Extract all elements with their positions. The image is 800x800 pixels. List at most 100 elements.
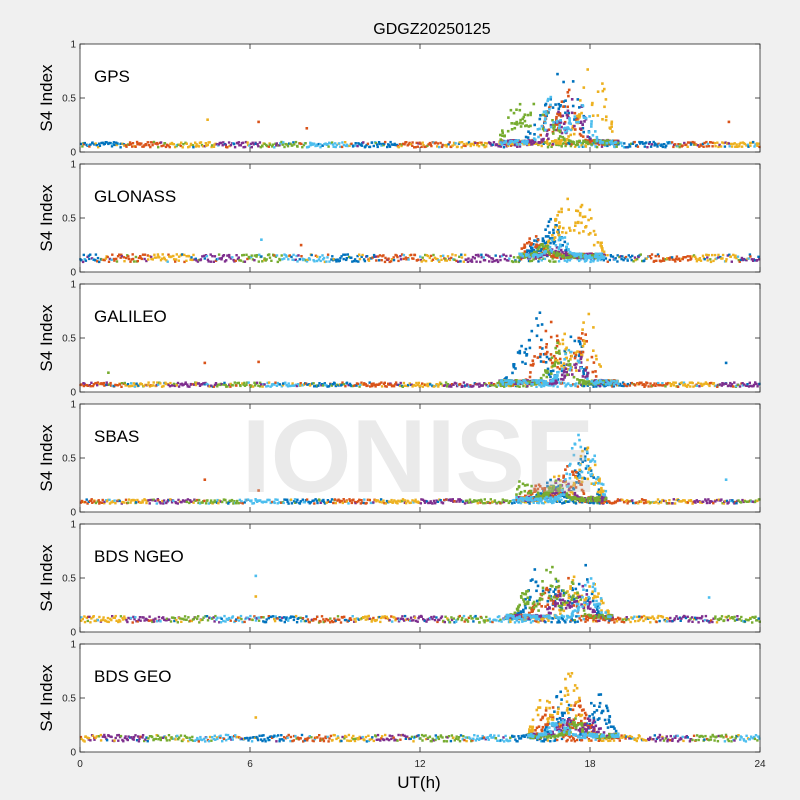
data-point bbox=[574, 252, 578, 256]
data-point bbox=[396, 502, 399, 505]
data-point bbox=[578, 379, 581, 382]
data-point bbox=[598, 494, 602, 497]
data-point bbox=[451, 498, 454, 501]
data-point bbox=[205, 144, 208, 147]
data-point bbox=[549, 375, 552, 379]
data-point bbox=[653, 144, 656, 147]
data-point bbox=[509, 384, 512, 388]
data-point bbox=[91, 501, 94, 504]
data-point bbox=[314, 144, 317, 148]
data-point bbox=[378, 382, 381, 385]
data-point bbox=[250, 255, 253, 259]
data-point bbox=[567, 348, 571, 352]
data-point bbox=[509, 144, 513, 147]
data-point bbox=[476, 143, 479, 147]
data-point bbox=[544, 369, 547, 372]
data-point bbox=[152, 620, 156, 623]
data-point bbox=[551, 123, 555, 127]
data-point bbox=[587, 458, 590, 461]
data-point bbox=[623, 142, 626, 145]
data-point bbox=[518, 351, 522, 355]
data-point bbox=[635, 501, 638, 504]
data-point bbox=[643, 259, 646, 262]
data-point bbox=[127, 616, 130, 620]
data-point bbox=[530, 242, 533, 245]
data-point bbox=[359, 502, 362, 505]
data-point bbox=[309, 144, 312, 147]
data-point bbox=[557, 120, 561, 123]
data-point bbox=[560, 131, 564, 135]
data-point bbox=[584, 226, 587, 229]
data-point bbox=[224, 143, 227, 146]
data-point bbox=[589, 469, 593, 472]
data-point bbox=[195, 381, 198, 384]
data-point bbox=[330, 384, 333, 387]
data-point bbox=[159, 502, 162, 505]
data-point bbox=[615, 379, 619, 383]
data-point bbox=[198, 502, 202, 505]
data-point bbox=[552, 140, 555, 143]
data-point bbox=[192, 253, 195, 257]
data-point bbox=[187, 146, 190, 149]
data-point bbox=[743, 500, 747, 503]
data-point bbox=[579, 445, 583, 449]
data-point bbox=[758, 258, 761, 261]
data-point bbox=[226, 385, 229, 388]
data-point bbox=[578, 214, 582, 217]
data-point bbox=[157, 499, 160, 502]
data-point bbox=[399, 255, 402, 258]
data-point bbox=[575, 495, 578, 498]
data-point bbox=[522, 142, 526, 145]
data-point bbox=[600, 141, 604, 144]
data-point bbox=[378, 254, 382, 257]
data-point bbox=[705, 140, 708, 144]
data-point bbox=[671, 258, 674, 261]
data-point bbox=[567, 115, 570, 119]
data-point bbox=[251, 502, 254, 505]
data-point bbox=[557, 143, 561, 147]
data-point bbox=[567, 359, 570, 363]
data-point bbox=[173, 619, 176, 623]
data-point bbox=[548, 496, 551, 500]
data-point bbox=[674, 381, 677, 384]
data-point bbox=[402, 257, 405, 261]
data-point bbox=[584, 145, 588, 148]
y-tick-label: 1 bbox=[70, 280, 76, 291]
data-point bbox=[524, 501, 528, 504]
data-point bbox=[460, 384, 464, 388]
data-point bbox=[545, 498, 548, 502]
data-point bbox=[501, 129, 504, 132]
data-point bbox=[458, 500, 461, 503]
data-point bbox=[159, 620, 162, 623]
data-point bbox=[177, 259, 180, 262]
data-point bbox=[733, 256, 737, 259]
data-point bbox=[429, 500, 432, 503]
data-point bbox=[375, 383, 378, 386]
data-point bbox=[282, 382, 285, 385]
data-point bbox=[664, 499, 667, 503]
data-point bbox=[736, 255, 740, 258]
data-point bbox=[112, 141, 116, 144]
data-point bbox=[692, 385, 695, 388]
data-point bbox=[132, 260, 136, 263]
data-point bbox=[571, 470, 575, 474]
data-point bbox=[722, 502, 726, 505]
data-point bbox=[427, 143, 430, 146]
data-point bbox=[284, 381, 287, 384]
data-point bbox=[254, 498, 257, 501]
data-point bbox=[545, 495, 548, 499]
data-point bbox=[707, 383, 710, 386]
data-point bbox=[501, 131, 504, 135]
data-point bbox=[437, 385, 440, 388]
data-point bbox=[662, 257, 665, 260]
data-point bbox=[580, 480, 584, 484]
data-point bbox=[579, 483, 582, 486]
data-point bbox=[589, 137, 592, 141]
data-point bbox=[503, 142, 506, 146]
panel-label: GLONASS bbox=[94, 187, 176, 206]
data-point bbox=[578, 211, 582, 215]
data-point bbox=[589, 497, 592, 500]
data-point bbox=[472, 384, 475, 388]
data-point bbox=[701, 142, 705, 146]
